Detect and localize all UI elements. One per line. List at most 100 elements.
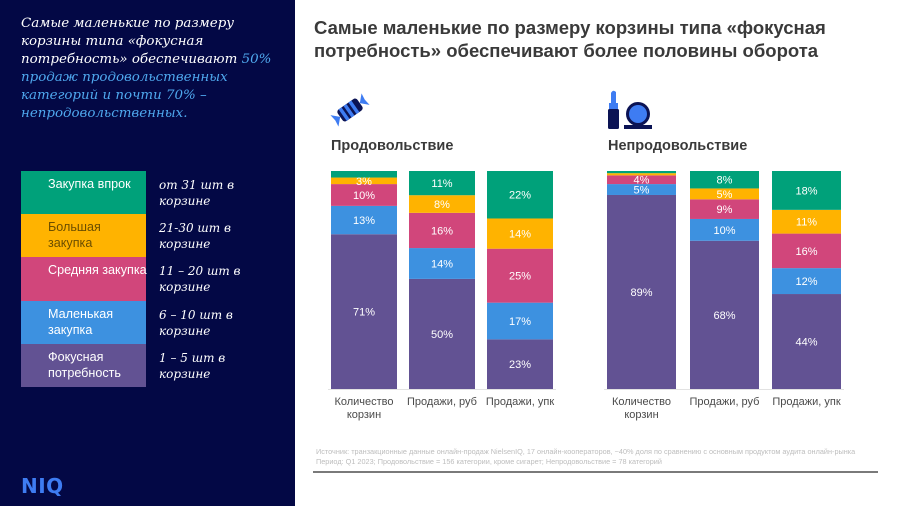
- legend-range: 1 – 5 шт в корзине: [159, 350, 226, 381]
- data-label: 89%: [630, 287, 652, 299]
- data-label: 3%: [356, 176, 372, 188]
- bar-segment: [690, 240, 759, 389]
- footnote-line-1: Источник: транзакционные данные онлайн-п…: [316, 447, 856, 456]
- bar-segment: [409, 195, 475, 213]
- bar-segment: [607, 184, 676, 195]
- bar-segment: [772, 209, 841, 234]
- data-label: 10%: [713, 225, 735, 237]
- chart-nonfood: 89%5%4%68%10%9%5%8%44%12%16%11%18%: [604, 171, 844, 390]
- legend-swatch: [21, 300, 146, 344]
- bar-segment: [487, 248, 553, 303]
- legend: Закупка впрок от 31 шт в корзине Большая з…: [21, 171, 281, 387]
- legend-range: от 31 шт в корзине: [159, 178, 235, 208]
- legend-range: 11 – 20 шт в корзине: [159, 264, 241, 295]
- category-label: Продажи, упк: [772, 396, 841, 408]
- legend-label: Средняя закупка: [48, 263, 147, 278]
- data-label: 17%: [509, 316, 531, 328]
- bar-segment: [772, 171, 841, 210]
- legend-item: Маленькая закупка 6 – 10 шт в корзине: [21, 300, 281, 344]
- bar-segment: [690, 188, 759, 200]
- bar-segment: [690, 199, 759, 219]
- bar-segment: [331, 234, 397, 389]
- data-label: 14%: [431, 258, 453, 270]
- legend-swatch: [21, 171, 146, 215]
- category-label: Продажи, упк: [485, 396, 555, 408]
- bar-segment: [331, 177, 397, 185]
- page-title: Самые маленькие по размеру корзины типа …: [314, 17, 826, 61]
- data-label: 23%: [509, 359, 531, 371]
- bar-segment: [409, 278, 475, 389]
- data-label: 14%: [509, 229, 531, 241]
- bar-segment: [409, 212, 475, 249]
- category-label: Продажи, руб: [689, 396, 760, 408]
- data-label: 22%: [509, 190, 531, 202]
- category-label: Продажи, руб: [407, 396, 477, 408]
- summary-highlight: 50% продаж продовольственных категорий и…: [21, 52, 272, 121]
- data-label: 71%: [353, 307, 375, 319]
- bar-segment: [690, 171, 759, 189]
- nonfood-panel-title: Непродовольствие: [608, 138, 748, 154]
- data-label: 13%: [353, 215, 375, 227]
- legend-item: Большая закупка 21-30 шт в корзине: [21, 214, 281, 258]
- bar-segment: [331, 171, 397, 178]
- data-label: 44%: [795, 337, 817, 349]
- footer-divider: [313, 471, 878, 473]
- niq-logo: NIQ: [21, 474, 64, 498]
- summary-text: Самые маленькие по размеру корзины типа …: [21, 16, 242, 67]
- legend-label: Закупка впрок: [48, 177, 131, 191]
- legend-label: Маленькая закупка: [48, 306, 114, 337]
- data-label: 50%: [431, 329, 453, 341]
- data-label: 18%: [795, 185, 817, 197]
- data-label: 5%: [634, 185, 650, 197]
- bar-segment: [409, 171, 475, 196]
- legend-item: Закупка впрок от 31 шт в корзине: [21, 171, 281, 215]
- data-label: 11%: [431, 178, 452, 190]
- bar-segment: [690, 218, 759, 241]
- legend-range: 21-30 шт в корзине: [159, 221, 231, 252]
- legend-range: 6 – 10 шт в корзине: [159, 307, 233, 338]
- legend-swatch: [21, 257, 146, 301]
- data-label: 5%: [717, 189, 733, 201]
- bar-segment: [487, 171, 553, 219]
- bar-segment: [487, 302, 553, 340]
- bar-segment: [607, 194, 676, 389]
- food-panel-title: Продовольствие: [331, 138, 454, 154]
- category-label: Количество корзин: [334, 396, 394, 421]
- bar-segment: [607, 171, 676, 174]
- bar-segment: [409, 248, 475, 279]
- data-label: 10%: [353, 190, 375, 202]
- data-label: 16%: [431, 225, 453, 237]
- candy-icon: [328, 90, 372, 130]
- data-label: 68%: [713, 310, 735, 322]
- data-label: 8%: [717, 175, 733, 187]
- data-label: 12%: [795, 276, 817, 288]
- data-label: 4%: [634, 175, 650, 187]
- bar-segment: [772, 268, 841, 295]
- legend-label: Фокусная потребность: [48, 349, 121, 380]
- bar-segment: [487, 339, 553, 389]
- bar-segment: [772, 233, 841, 269]
- footnote-line-2: Период: Q1 2023; Продовольствие = 156 ка…: [316, 457, 662, 466]
- bar-segment: [487, 218, 553, 249]
- data-label: 9%: [717, 204, 733, 216]
- source-footnote: Источник: транзакционные данные онлайн-п…: [316, 447, 891, 467]
- sidebar-summary: Самые маленькие по размеру корзины типа …: [21, 15, 281, 123]
- legend-item: Фокусная потребность 1 – 5 шт в корзине: [21, 343, 281, 387]
- legend-swatch: [21, 214, 146, 258]
- sidebar: Самые маленькие по размеру корзины типа …: [0, 0, 295, 506]
- legend-label: Большая закупка: [48, 220, 101, 251]
- category-label: Количество корзин: [611, 396, 672, 421]
- bar-segment: [331, 184, 397, 206]
- data-label: 16%: [795, 246, 817, 258]
- bar-segment: [772, 294, 841, 389]
- legend-item: Средняя закупка 11 – 20 шт в корзине: [21, 257, 281, 301]
- bar-segment: [607, 175, 676, 185]
- lipstick-mirror-icon: [606, 89, 656, 131]
- chart-food: 71% 13% 10% 3% 50% 14% 16% 8% 11% 23% 17% 25% 14% 22%: [328, 171, 556, 390]
- data-label: 25%: [509, 271, 531, 283]
- bar-segment: [331, 205, 397, 235]
- data-label: 8%: [434, 199, 450, 211]
- bar-segment: [607, 173, 676, 176]
- legend-swatch: [21, 343, 146, 387]
